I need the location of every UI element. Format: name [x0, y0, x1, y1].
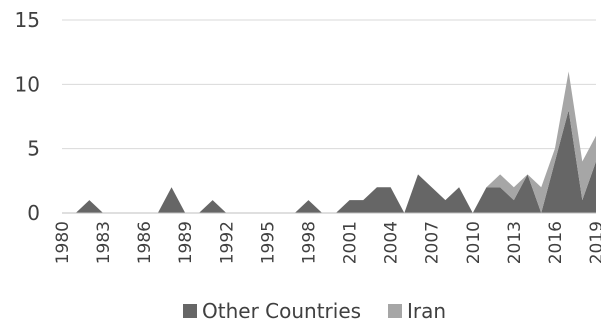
gridlines [62, 19, 596, 214]
x-tick-label: 2004 [382, 221, 402, 264]
legend-swatch-other-countries [183, 304, 197, 318]
legend-label-other-countries: Other Countries [202, 299, 361, 323]
legend: Other Countries Iran [183, 299, 446, 323]
y-tick-label: 15 [15, 8, 40, 32]
x-tick-label: 1995 [258, 221, 278, 264]
x-tick-label: 1980 [53, 221, 73, 264]
x-tick-label: 1983 [94, 221, 114, 264]
x-tick-label: 2010 [464, 221, 484, 264]
y-tick-label: 5 [27, 137, 40, 161]
x-tick-label: 1989 [176, 221, 196, 264]
x-tick-label: 2016 [546, 221, 566, 264]
legend-swatch-iran [388, 304, 402, 318]
x-tick-label: 2007 [423, 221, 443, 264]
area-series-iran [62, 71, 596, 213]
x-tick-label: 1998 [299, 221, 319, 264]
y-axis-ticks: 0 5 10 15 [15, 8, 40, 225]
y-tick-label: 0 [27, 201, 40, 225]
x-tick-label: 1986 [135, 221, 155, 264]
x-tick-label: 2013 [505, 221, 525, 264]
x-axis-ticks: 1980 1983 1986 1989 1992 1995 1998 2001 2004 2007… [53, 221, 601, 264]
x-tick-label: 1992 [217, 221, 237, 264]
area-series-other-countries [62, 110, 596, 213]
y-tick-label: 10 [15, 72, 40, 96]
legend-label-iran: Iran [407, 299, 446, 323]
area-series-layer [62, 71, 596, 214]
x-tick-label: 2001 [341, 221, 361, 264]
x-tick-label: 2019 [587, 221, 601, 264]
